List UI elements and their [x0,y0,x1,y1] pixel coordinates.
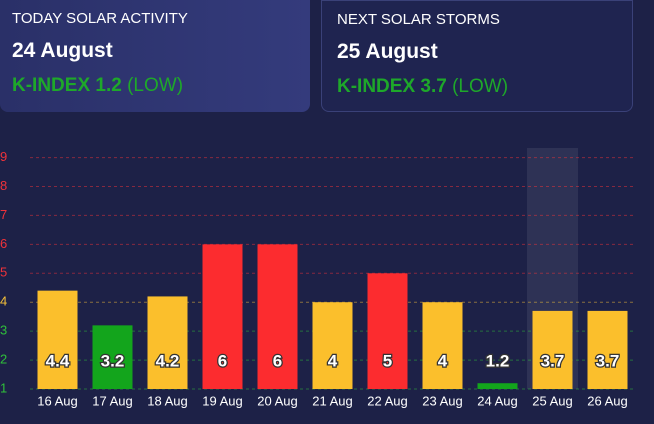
x-tick-label: 22 Aug [367,393,408,408]
y-tick-label: 5 [0,265,7,280]
card-label: TODAY SOLAR ACTIVITY [12,10,188,27]
y-tick-label: 4 [0,294,7,309]
bar [532,310,573,389]
value-label: 4 [438,351,448,370]
bar [92,325,133,389]
x-tick-label: 19 Aug [202,393,243,408]
value-label: 6 [218,351,227,370]
value-label: 5 [383,351,392,370]
y-tick-label: 1 [0,380,7,395]
value-label: 4 [328,351,338,370]
bar [37,290,78,389]
x-tick-label: 26 Aug [587,393,628,408]
x-tick-label: 21 Aug [312,393,353,408]
x-tick-label: 25 Aug [532,393,573,408]
x-tick-label: 17 Aug [92,393,133,408]
k-value: K-INDEX 3.7 [337,76,447,97]
x-tick-label: 24 Aug [477,393,518,408]
x-tick-label: 16 Aug [37,393,78,408]
bar [147,296,188,389]
card-label: NEXT SOLAR STORMS [337,11,500,28]
value-label: 3.2 [101,351,125,370]
value-label: 1.2 [486,351,510,370]
bar [422,302,463,389]
bar [587,310,628,389]
k-level: (LOW) [127,75,184,96]
y-tick-label: 6 [0,236,7,251]
x-tick-label: 18 Aug [147,393,188,408]
y-tick-label: 3 [0,323,7,338]
y-tick-label: 7 [0,207,7,222]
today-card: TODAY SOLAR ACTIVITY 24 August K-INDEX 1… [0,0,310,112]
value-label: 4.2 [156,351,180,370]
k-level: (LOW) [452,76,509,97]
card-date: 24 August [12,39,113,62]
value-label: 4.4 [46,351,70,370]
bar [312,302,353,389]
bar [257,244,298,389]
k-index: K-INDEX 1.2 (LOW) [12,75,298,97]
x-tick-label: 23 Aug [422,393,463,408]
k-index: K-INDEX 3.7 (LOW) [337,76,620,98]
k-value: K-INDEX 1.2 [12,75,122,96]
next-card: NEXT SOLAR STORMS 25 August K-INDEX 3.7 … [321,0,633,112]
value-label: 3.7 [596,351,620,370]
x-tick-label: 20 Aug [257,393,298,408]
y-tick-label: 9 [0,149,7,164]
value-label: 6 [273,351,282,370]
card-date: 25 August [337,40,438,63]
value-label: 3.7 [541,351,565,370]
bar [367,273,408,389]
y-tick-label: 2 [0,352,7,367]
bar [477,383,518,389]
bar [202,244,243,389]
y-tick-label: 8 [0,178,7,193]
